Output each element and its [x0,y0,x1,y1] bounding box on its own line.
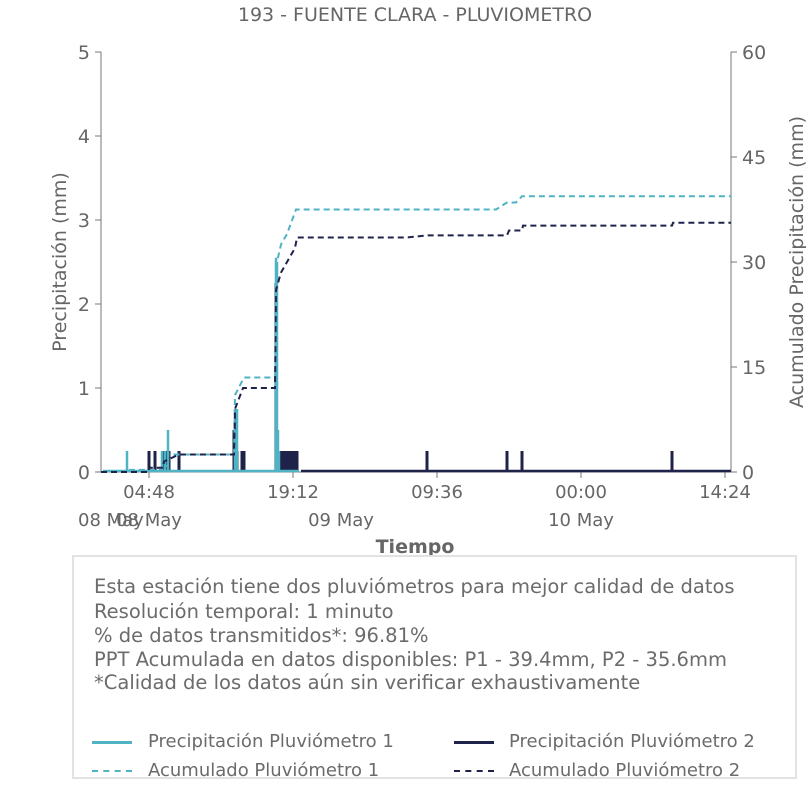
legend-label-p1-acc: Acumulado Pluviómetro 1 [148,760,380,781]
info-line-stations: Esta estación tiene dos pluviómetros par… [94,575,735,598]
bar [291,451,295,472]
legend-label-p2-bar: Precipitación Pluviómetro 2 [509,731,755,752]
bar [242,451,246,472]
bar [235,409,239,472]
info-line-accumulated: PPT Acumulada en datos disponibles: P1 -… [94,648,727,671]
bar [289,451,293,472]
info-line-resolution: Resolución temporal: 1 minuto [94,600,394,623]
bar [153,451,157,472]
y-tick-label-right: 45 [742,147,766,169]
x-axis-label: Tiempo [376,536,455,558]
x-date-label: 08 May [78,510,144,531]
y-tick-label-left: 5 [78,42,90,64]
y-tick-label-right: 0 [742,462,754,484]
info-line-quality: *Calidad de los datos aún sin verificar … [94,671,641,694]
bar [283,451,287,472]
y-tick-label-left: 3 [78,210,90,232]
line-acumulado-p1 [101,195,731,473]
bar [275,262,279,472]
bar [425,451,429,472]
bar [670,451,674,472]
bar [277,451,281,472]
bar [240,451,244,472]
bar [177,451,181,472]
x-date-label: 10 May [548,510,614,531]
bar [293,451,297,472]
x-tick-label: 19:12 [267,482,319,503]
bar [520,451,524,472]
bar [287,451,291,472]
bar [160,451,164,472]
series-precipitacion-p1 [103,257,299,473]
y-axis-right-label: Acumulado Precipitación (mm) [786,116,806,408]
y-tick-label-right: 30 [742,252,766,274]
bar [279,451,283,472]
info-box: Esta estación tiene dos pluviómetros par… [72,555,797,781]
line-acumulado-p2 [101,221,731,473]
y-tick-label-left: 0 [78,462,90,484]
bar [295,451,299,472]
precipitation-chart: 193 - FUENTE CLARA - PLUVIOMETRO 0123450… [49,4,806,558]
y-tick-label-right: 60 [742,42,766,64]
series-acumulado [101,195,731,473]
bar [281,451,285,472]
y-tick-label-right: 15 [742,357,766,379]
x-date-label: 09 May [308,510,374,531]
x-tick-label: 14:24 [699,482,751,503]
bar [147,451,151,472]
bar [125,451,129,472]
legend-label-p1-bar: Precipitación Pluviómetro 1 [148,731,394,752]
y-axis-left-label: Precipitación (mm) [49,172,71,352]
info-line-transmitted: % de datos transmitidos*: 96.81% [94,624,429,647]
x-tick-label: 00:00 [555,482,607,503]
legend-swatch-p2-acc [454,770,494,772]
y-tick-label-left: 1 [78,378,90,400]
y-tick-label-left: 2 [78,294,90,316]
bar [166,430,170,472]
y-tick-label-left: 4 [78,126,90,148]
x-tick-label: 04:48 [123,482,175,503]
legend-swatch-p1-acc [92,770,132,772]
x-tick-label: 09:36 [411,482,463,503]
legend-swatch-p1-bar [92,741,132,744]
x-date-label: 08 May [116,510,182,531]
bar [505,451,509,472]
chart-title: 193 - FUENTE CLARA - PLUVIOMETRO [238,4,592,26]
legend-label-p2-acc: Acumulado Pluviómetro 2 [509,760,741,781]
legend-swatch-p2-bar [454,741,494,744]
bar [285,451,289,472]
